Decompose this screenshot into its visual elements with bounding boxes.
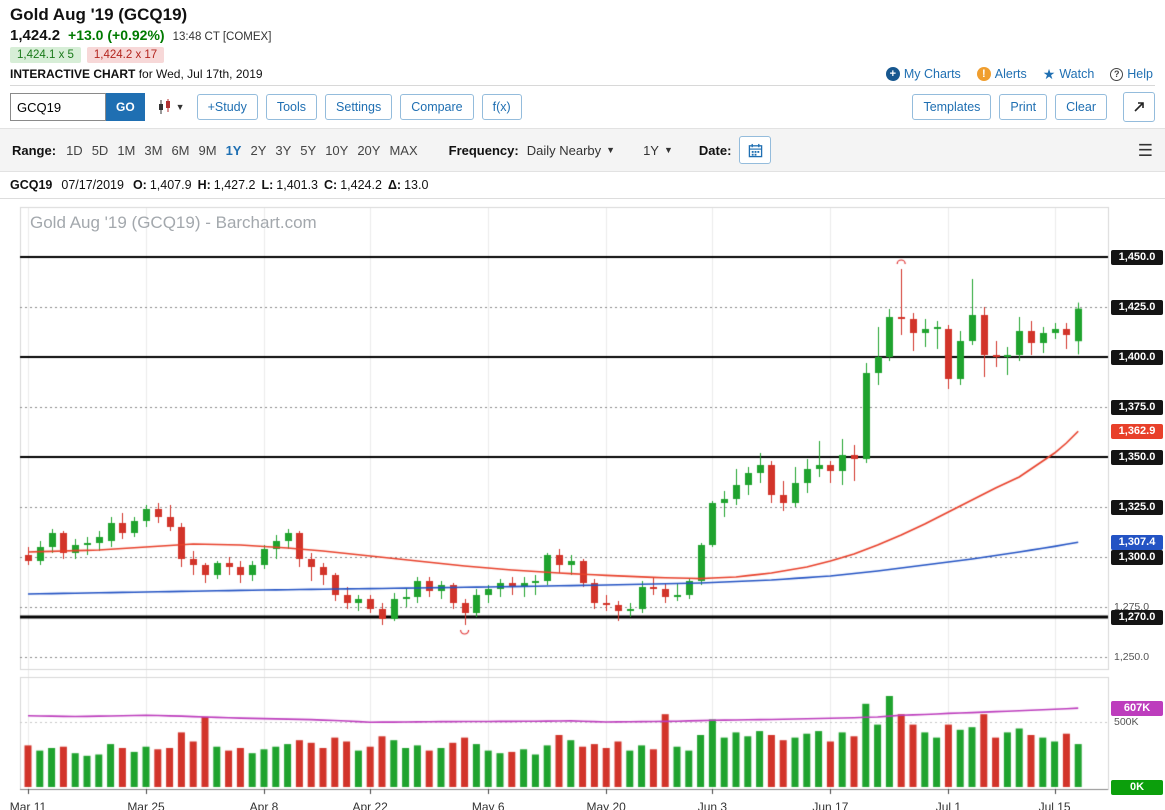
toolbar-button-study[interactable]: +Study	[196, 94, 258, 120]
chart-type-button[interactable]: ▼	[153, 97, 189, 117]
bid-badge: 1,424.1 x 5	[10, 47, 81, 63]
range-item-9m[interactable]: 9M	[198, 142, 217, 158]
my-charts-label: My Charts	[903, 67, 961, 81]
range-item-6m[interactable]: 6M	[171, 142, 190, 158]
star-icon: ★	[1042, 66, 1056, 82]
calendar-icon	[748, 143, 763, 157]
toolbar-button-templates[interactable]: Templates	[912, 94, 992, 120]
toolbar-left-buttons: +Study Tools Settings Compare f(x)	[196, 94, 530, 120]
range-label: Range:	[12, 142, 57, 158]
toolbar-button-compare[interactable]: Compare	[400, 94, 474, 120]
chevron-down-icon: ▼	[175, 102, 185, 112]
range-item-1m[interactable]: 1M	[117, 142, 136, 158]
interactive-chart-date: for Wed, Jul 17th, 2019	[138, 67, 263, 81]
toolbar-button-clear[interactable]: Clear	[1055, 94, 1107, 120]
ohlc-date: 07/17/2019	[61, 178, 124, 192]
chart-region: Gold Aug '19 (GCQ19) - Barchart.com 1,45…	[0, 199, 1165, 810]
toolbar-button-print[interactable]: Print	[999, 94, 1048, 120]
alert-bell-icon: !	[976, 67, 991, 81]
interactive-chart-row: INTERACTIVE CHART for Wed, Jul 17th, 201…	[10, 67, 1155, 86]
period-value: 1Y	[643, 142, 659, 158]
toolbar-right-buttons: Templates Print Clear	[912, 94, 1115, 120]
range-item-10y[interactable]: 10Y	[325, 142, 349, 158]
chart-canvas[interactable]	[0, 199, 1165, 810]
period-select[interactable]: 1Y ▼	[643, 143, 673, 158]
chart-toolbar: GO ▼ +Study Tools Settings Compare f(x) Temp…	[0, 86, 1165, 128]
interactive-chart-label: INTERACTIVE CHART for Wed, Jul 17th, 201…	[10, 67, 263, 81]
range-item-max[interactable]: MAX	[389, 142, 418, 158]
watch-link[interactable]: ★ Watch	[1043, 67, 1095, 81]
expand-button[interactable]	[1123, 92, 1155, 122]
quote-time: 13:48 CT [COMEX]	[172, 31, 272, 43]
frequency-value: Daily Nearby	[526, 142, 602, 158]
expand-icon	[1134, 102, 1144, 112]
ask-badge: 1,424.2 x 17	[86, 47, 165, 63]
help-link[interactable]: ? Help	[1110, 67, 1153, 81]
symbol-search-group: GO	[10, 93, 145, 121]
range-item-5y[interactable]: 5Y	[300, 142, 317, 158]
range-item-3m[interactable]: 3M	[144, 142, 163, 158]
frequency-select[interactable]: Daily Nearby ▼	[527, 143, 615, 158]
frequency-label: Frequency:	[448, 142, 519, 158]
watch-label: Watch	[1059, 67, 1095, 81]
plus-circle-icon: +	[885, 67, 900, 81]
my-charts-link[interactable]: + My Charts	[885, 67, 961, 81]
ohlc-field-c: C: 1,424.2	[324, 178, 382, 192]
question-circle-icon: ?	[1110, 67, 1124, 81]
alerts-link[interactable]: ! Alerts	[976, 67, 1027, 81]
price-change: +13.0 (+0.92%)	[68, 27, 165, 43]
page-title: Gold Aug '19 (GCQ19)	[10, 5, 188, 24]
range-bar: Range: 1D 5D 1M 3M 6M 9M 1Y 2Y 3Y 5Y 10Y 20Y MAX Fre…	[0, 128, 1165, 172]
range-items: 1D 5D 1M 3M 6M 9M 1Y 2Y 3Y 5Y 10Y 20Y MAX	[66, 143, 427, 158]
range-item-20y[interactable]: 20Y	[357, 142, 381, 158]
chart-menu-button[interactable]: ☰	[1137, 140, 1153, 160]
toolbar-button-settings[interactable]: Settings	[325, 94, 393, 120]
ohlc-fields: O: 1,407.9 H: 1,427.2 L: 1,401.3 C: 1,424.2 Δ: 13…	[133, 178, 434, 192]
range-item-1y[interactable]: 1Y	[225, 142, 242, 158]
quote-row: 1,424.2 +13.0 (+0.92%) 13:48 CT [COMEX]	[10, 27, 1155, 44]
range-item-2y[interactable]: 2Y	[250, 142, 267, 158]
ohlc-field-h: H: 1,427.2	[197, 178, 256, 192]
ohlc-field-l: L: 1,401.3	[261, 178, 319, 192]
header: Gold Aug '19 (GCQ19) 1,424.2 +13.0 (+0.9…	[0, 0, 1165, 86]
ohlc-field-o: O: 1,407.9	[132, 178, 192, 192]
chevron-down-icon: ▼	[663, 145, 673, 155]
toolbar-button-tools[interactable]: Tools	[265, 94, 318, 120]
header-links: + My Charts ! Alerts ★ Watch ? Help	[885, 67, 1153, 81]
bid-ask-row: 1,424.1 x 5 1,424.2 x 17	[10, 47, 1155, 63]
chevron-down-icon: ▼	[606, 145, 616, 155]
date-picker-button[interactable]	[739, 136, 772, 164]
range-item-5d[interactable]: 5D	[91, 142, 109, 158]
ohlc-symbol: GCQ19	[10, 178, 53, 192]
ohlc-field-item: Δ: 13.0	[387, 178, 429, 192]
alerts-label: Alerts	[994, 67, 1027, 81]
ohlc-bar: GCQ19 07/17/2019 O: 1,407.9 H: 1,427.2 L: 1,4…	[0, 172, 1165, 199]
range-item-1d[interactable]: 1D	[66, 142, 83, 158]
date-label: Date:	[698, 142, 732, 158]
toolbar-button-fx[interactable]: f(x)	[481, 94, 522, 120]
go-button[interactable]: GO	[106, 93, 145, 121]
candlestick-icon	[158, 99, 170, 114]
help-label: Help	[1127, 67, 1153, 81]
last-price: 1,424.2	[10, 27, 61, 44]
symbol-input[interactable]	[10, 93, 106, 121]
interactive-chart-title: INTERACTIVE CHART	[10, 67, 136, 81]
range-item-3y[interactable]: 3Y	[275, 142, 292, 158]
